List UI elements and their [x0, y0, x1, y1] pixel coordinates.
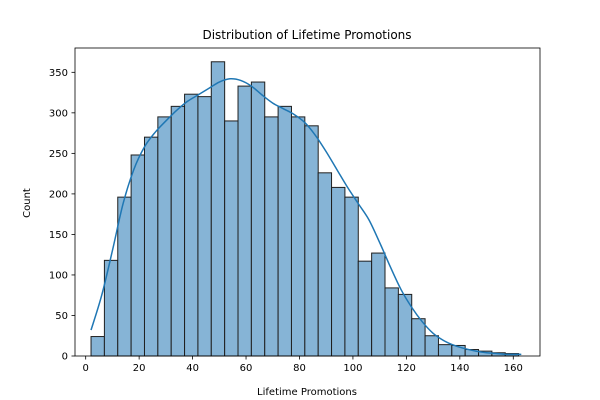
x-axis: 0 20 40 60 80 100 120 140 160 [83, 356, 523, 374]
kde-line [90, 77, 522, 356]
x-tick-label: 0 [83, 363, 89, 374]
plot-frame [74, 47, 541, 357]
histogram-bar [143, 136, 159, 357]
histogram-bar [437, 344, 453, 357]
histogram-bar [130, 154, 145, 357]
chart-title: Distribution of Lifetime Promotions [202, 28, 411, 42]
histogram-bar [210, 61, 226, 357]
x-tick-label: 80 [293, 363, 306, 374]
x-tick-label: 120 [397, 363, 416, 374]
y-tick-label: 50 [55, 311, 68, 322]
histogram-bar [224, 120, 239, 357]
y-tick-label: 300 [49, 108, 68, 119]
x-tick-label: 40 [186, 363, 199, 374]
histogram-bar [344, 196, 359, 357]
y-tick-label: 200 [49, 189, 68, 200]
histogram-bar [384, 287, 399, 357]
x-tick-label: 20 [133, 363, 146, 374]
x-tick-label: 160 [504, 363, 523, 374]
histogram-bar [117, 196, 132, 357]
histogram-bar [424, 335, 439, 357]
histogram-bar [90, 336, 105, 357]
histogram-bar [304, 125, 319, 357]
x-tick-label: 100 [343, 363, 362, 374]
x-tick-label: 140 [450, 363, 469, 374]
histogram-bar [184, 93, 199, 357]
x-tick-label: 60 [240, 363, 253, 374]
histogram-bar [277, 105, 292, 357]
y-tick-label: 150 [49, 230, 68, 241]
bars-group [90, 61, 520, 357]
x-axis-label: Lifetime Promotions [257, 387, 357, 398]
histogram-bar [371, 252, 386, 357]
histogram-bar [290, 116, 306, 357]
y-axis-label: Count [22, 188, 33, 218]
histogram-bar [317, 172, 333, 357]
histogram-bar [264, 116, 279, 357]
histogram-bar [411, 318, 426, 357]
y-tick-label: 350 [49, 68, 68, 79]
histogram-bar [250, 81, 266, 357]
y-tick-label: 250 [49, 149, 68, 160]
y-tick-label: 0 [62, 352, 68, 363]
y-axis: 0 50 100 150 200 250 300 350 [49, 68, 75, 363]
histogram-bar [237, 85, 252, 357]
histogram-bar [157, 116, 172, 357]
y-tick-label: 100 [49, 270, 68, 281]
histogram-bar [197, 96, 212, 357]
histogram-bar [357, 260, 373, 357]
histogram-bar [331, 186, 346, 357]
histogram-bar [170, 105, 186, 357]
